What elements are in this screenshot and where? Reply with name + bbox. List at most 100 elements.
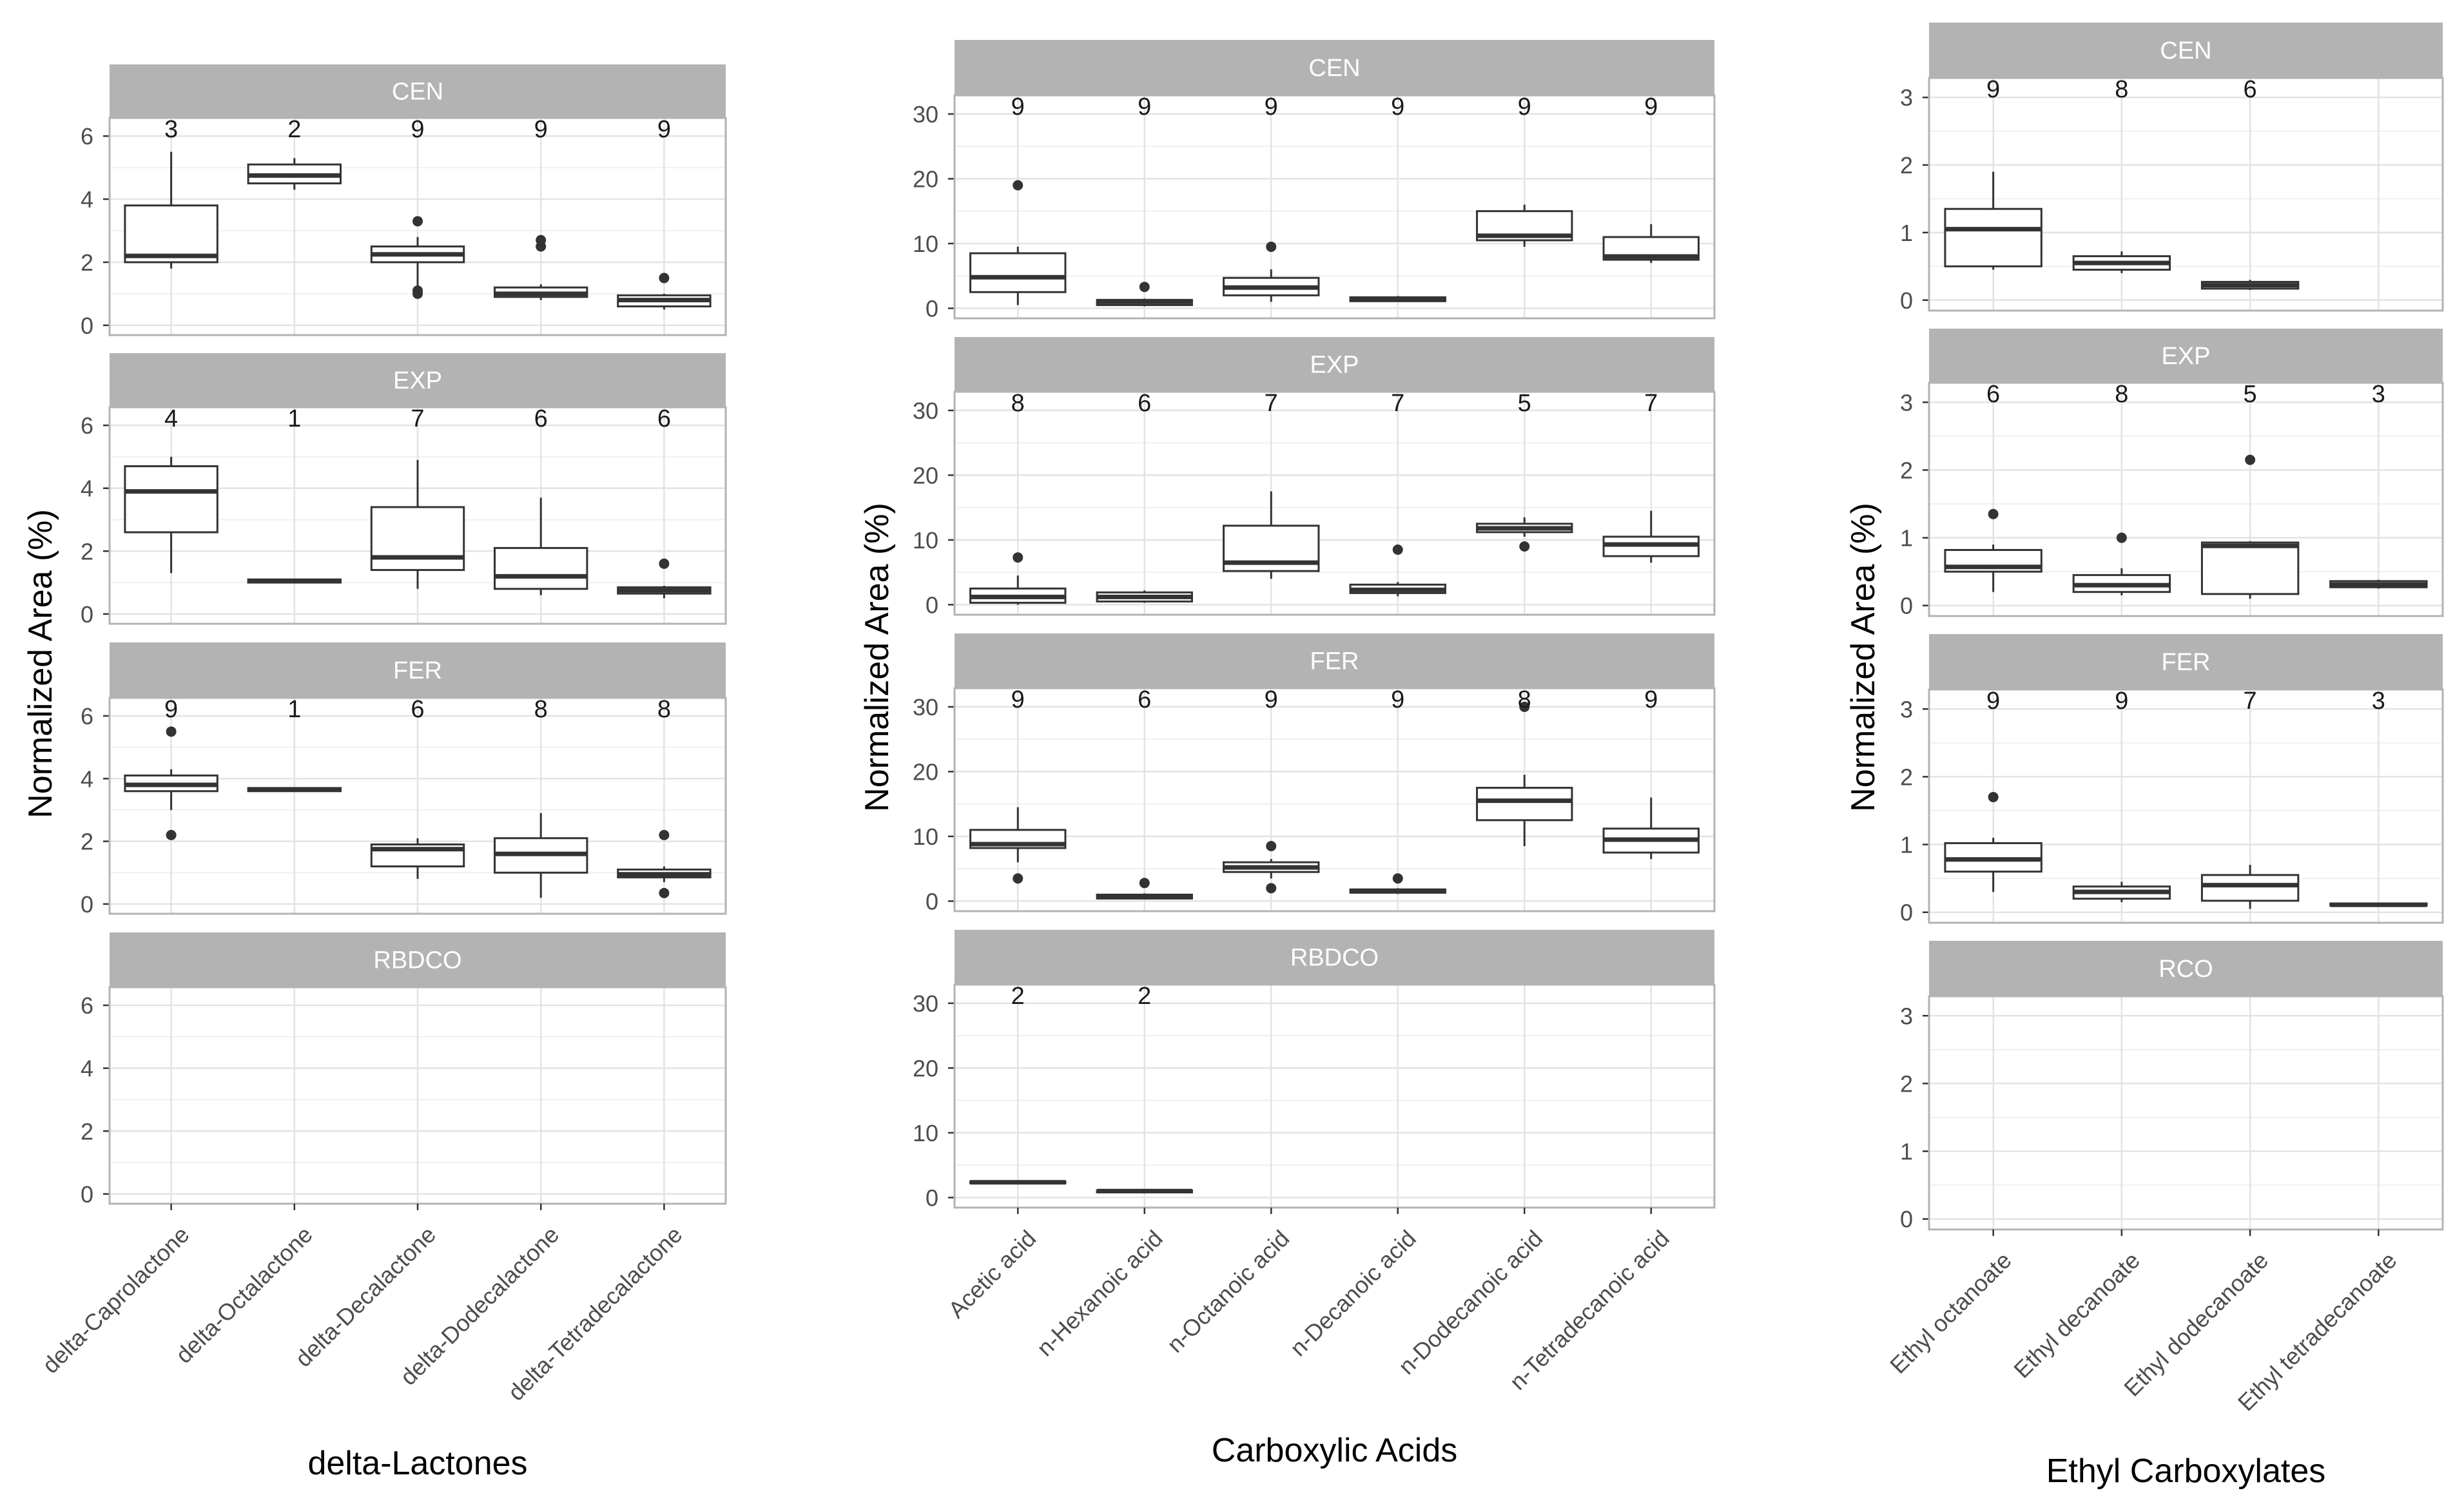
- box-ethyl-octanoate: [1944, 508, 2042, 592]
- y-tick-label: 1: [1900, 1139, 1913, 1165]
- facet-strip: [110, 932, 726, 987]
- y-tick-label: 0: [1900, 287, 1913, 314]
- box-iqr: [494, 546, 588, 590]
- y-tick-label: 2: [81, 1118, 93, 1144]
- box-iqr: [2200, 541, 2300, 595]
- outlier-point: [659, 829, 670, 840]
- y-tick-label: 1: [1900, 525, 1913, 552]
- box-n-dodecanoic-acid: [1476, 204, 1573, 247]
- y-tick-label: 2: [81, 829, 93, 855]
- box-acetic-acid: [969, 552, 1067, 605]
- panel-background: [955, 688, 1714, 911]
- outlier-point: [1266, 241, 1277, 252]
- box-delta-tetradecalactone: [617, 558, 712, 599]
- box-delta-caprolactone: [124, 456, 218, 574]
- y-tick-label: 2: [1900, 1070, 1913, 1097]
- y-tick-label: 2: [81, 538, 93, 564]
- y-tick-label: 20: [913, 462, 938, 488]
- y-tick-label: 2: [1900, 457, 1913, 483]
- outlier-point: [166, 726, 177, 737]
- sample-count-label: 9: [1011, 93, 1025, 121]
- box-n-hexanoic-acid: [1096, 878, 1193, 900]
- outlier-point: [1988, 791, 1999, 802]
- y-tick-label: 6: [81, 123, 93, 149]
- sample-count-label: 3: [164, 116, 178, 143]
- y-tick-label: 0: [1900, 900, 1913, 926]
- y-tick-label: 10: [913, 1120, 938, 1146]
- y-tick-label: 0: [926, 888, 938, 914]
- facet-strip-label: CEN: [2160, 37, 2211, 64]
- x-tick-label: Acetic acid: [943, 1225, 1041, 1323]
- panel-border: [108, 406, 727, 625]
- facet-strip: [110, 353, 726, 407]
- sample-count-label: 7: [411, 405, 424, 432]
- sample-count-label: 9: [1986, 76, 2000, 103]
- sample-count-label: 1: [287, 696, 301, 723]
- outlier-point: [1988, 508, 1999, 519]
- sample-count-label: 9: [1011, 686, 1025, 713]
- box-delta-caprolactone: [124, 151, 218, 269]
- sample-count-label: 9: [1986, 688, 2000, 715]
- sample-count-label: 6: [1138, 390, 1151, 417]
- sample-count-label: 2: [1138, 983, 1151, 1010]
- facet-strip: [955, 40, 1714, 95]
- panel-border: [953, 94, 1716, 320]
- facet-exp-panel: EXP 0 1 2 3 6 8 5 3: [1900, 329, 2444, 619]
- panel-background: [1929, 996, 2443, 1229]
- box-ethyl-decanoate: [2072, 882, 2171, 902]
- y-tick-label: 3: [1900, 84, 1913, 111]
- x-axis-title: delta-Lactones: [307, 1445, 527, 1482]
- box-n-decanoic-acid: [1349, 873, 1446, 894]
- y-tick-label: 30: [913, 101, 938, 128]
- chart-1: CEN 0 2 4 6 3 2 9 9 9 EXP 0 2 4 6 4 1 7 6 6 FER 0 2 4 6 9 1 6 8 8 RBDC…: [22, 64, 727, 1482]
- sample-count-label: 1: [287, 405, 301, 432]
- facet-strip: [955, 930, 1714, 985]
- outlier-point: [659, 273, 670, 284]
- box-ethyl-decanoate: [2072, 251, 2171, 273]
- x-tick-label: delta-Caprolactone: [37, 1221, 195, 1378]
- sample-count-label: 2: [1011, 983, 1025, 1010]
- box-n-decanoic-acid: [1349, 545, 1446, 597]
- y-tick-label: 6: [81, 703, 93, 729]
- box-delta-caprolactone: [124, 726, 218, 840]
- x-tick-label: Ethyl octanoate: [1885, 1247, 2016, 1378]
- y-tick-label: 10: [913, 231, 938, 257]
- y-tick-label: 0: [1900, 1206, 1913, 1233]
- box-n-hexanoic-acid: [1096, 1188, 1193, 1193]
- box-iqr: [1476, 787, 1573, 822]
- outlier-point: [1392, 873, 1403, 884]
- sample-count-label: 6: [1986, 381, 2000, 408]
- y-tick-label: 2: [1900, 764, 1913, 790]
- box-iqr: [370, 506, 465, 572]
- sample-count-label: 7: [2244, 688, 2257, 715]
- box-ethyl-dodecanoate: [2200, 865, 2300, 909]
- box-delta-dodecalactone: [494, 235, 588, 300]
- sample-count-label: 9: [1518, 93, 1531, 121]
- y-axis-title: Normalized Area (%): [859, 503, 896, 812]
- panel-border: [108, 117, 727, 336]
- y-tick-label: 0: [926, 1184, 938, 1211]
- facet-exp-panel: EXP 0 2 4 6 4 1 7 6 6: [81, 353, 727, 628]
- sample-count-label: 9: [1265, 93, 1278, 121]
- panel-background: [955, 95, 1714, 318]
- box-n-decanoic-acid: [1349, 296, 1446, 302]
- box-ethyl-dodecanoate: [2200, 454, 2300, 599]
- y-tick-label: 0: [1900, 593, 1913, 619]
- sample-count-label: 7: [1644, 390, 1658, 417]
- y-tick-label: 0: [926, 592, 938, 618]
- outlier-point: [1519, 541, 1530, 552]
- sample-count-label: 9: [1644, 686, 1658, 713]
- box-n-dodecanoic-acid: [1476, 517, 1573, 552]
- box-delta-dodecalactone: [494, 813, 588, 898]
- box-delta-decalactone: [370, 838, 465, 880]
- sample-count-label: 8: [534, 696, 548, 723]
- outlier-point: [412, 216, 423, 227]
- box-delta-tetradecalactone: [617, 829, 712, 898]
- sample-count-label: 3: [2372, 381, 2385, 408]
- y-tick-label: 6: [81, 992, 93, 1019]
- outlier-point: [1013, 873, 1023, 884]
- sample-count-label: 6: [411, 696, 424, 723]
- y-tick-label: 2: [81, 249, 93, 276]
